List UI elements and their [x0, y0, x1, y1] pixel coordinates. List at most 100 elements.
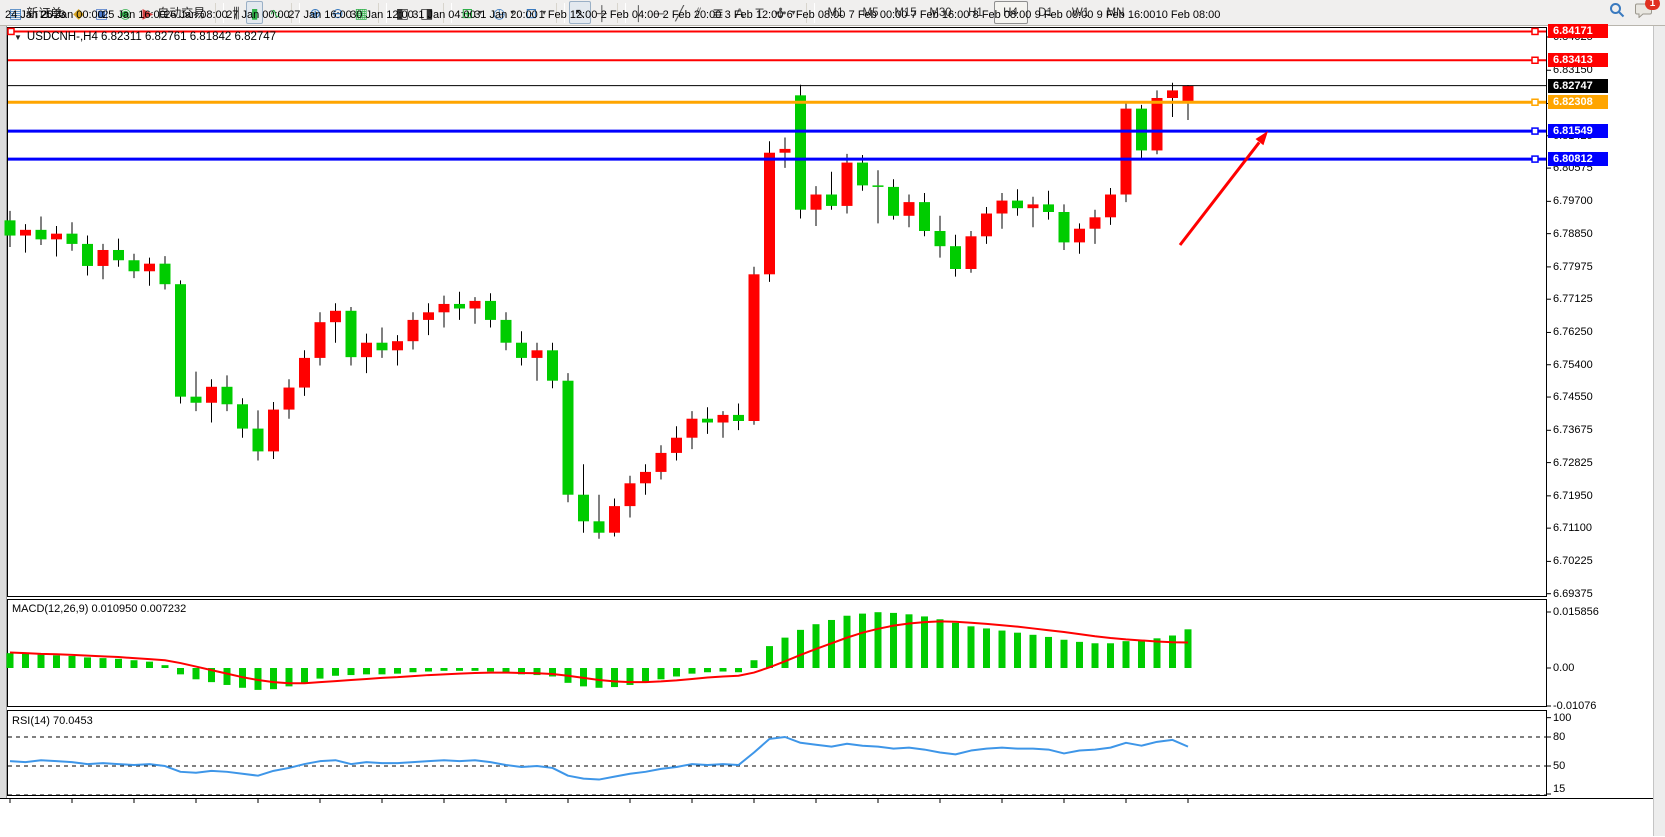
timeframe-m15[interactable]: M15 — [894, 6, 917, 19]
time-axis-label: 9 Feb 00:00 — [1034, 9, 1094, 21]
timeframe-m5[interactable]: M5 — [862, 6, 879, 19]
text-icon: A — [734, 4, 745, 21]
crosshair-icon: ┼ — [596, 4, 607, 21]
arrows-button[interactable]: ✣ ▾ — [770, 1, 801, 24]
line-chart-button[interactable]: ∿ — [264, 1, 286, 24]
trendline-button[interactable]: ╱ — [670, 1, 688, 24]
new-order-button-label: 新订单 — [26, 6, 63, 20]
time-axis-label: 26 Jan 08:00 — [164, 9, 228, 21]
tile-windows-button[interactable]: ▦ — [350, 1, 373, 24]
bar-chart-icon: ⫼ — [233, 4, 240, 21]
timeframe-w1[interactable]: W1 — [1071, 6, 1090, 19]
dropdown-caret-icon: ▾ — [542, 8, 547, 17]
price-level-tag: 6.80812 — [1548, 152, 1608, 167]
time-axis-label: 6 Feb 08:00 — [786, 9, 846, 21]
chart-title[interactable]: ▼ USDCNH-,H4 6.82311 6.82761 6.81842 6.8… — [14, 31, 276, 43]
candlestick-chart-icon: ▮ — [250, 4, 259, 21]
macd-axis-label: -0.01076 — [1553, 700, 1597, 712]
toolbar-separator — [443, 2, 453, 23]
add-indicator-button[interactable]: ⊞ ▾ — [456, 1, 487, 24]
timeframe-h4[interactable]: H4 — [993, 1, 1028, 24]
vertical-line-icon: │ — [634, 4, 644, 21]
add-indicator-icon: ⊞ — [461, 4, 474, 21]
time-axis-label: 8 Feb 08:00 — [972, 9, 1032, 21]
time-axis-label: 9 Feb 16:00 — [1096, 9, 1156, 21]
timeframe-buttons: M1 M5 M15 M30 H1 H4 D1 W1 MN — [819, 1, 1133, 24]
time-axis-label: 25 Jan 00:00 — [40, 9, 104, 21]
timeframe-h1[interactable]: H1 — [968, 6, 983, 19]
bar-chart-button[interactable]: ⫼ — [228, 1, 244, 24]
text-label-button[interactable]: T — [750, 1, 769, 24]
market-watch-icon: ▣ — [95, 4, 109, 21]
chart-shift-button[interactable]: ◨ — [415, 1, 438, 24]
toolbar-buttons: ▤ 新订单 ◆ ▣ ◉ ▶ 自动交易 ⫼ ▮ ∿ ⊕ ⊖ ▦ ◧ ◨ ⊞ ▾ ◷ ▾ ⊡ ▾ ↖ ┼ │ ─ ╱ ⫽ ≣ A T ✣ ▾ — [4, 1, 818, 24]
cursor-button[interactable]: ↖ — [569, 1, 591, 24]
time-axis-label: 2 Feb 20:00 — [662, 9, 722, 21]
template-button[interactable]: ⊡ ▾ — [520, 1, 551, 24]
price-axis[interactable] — [1548, 27, 1652, 796]
time-axis-label: 3 Feb 12:00 — [724, 9, 784, 21]
rsi-axis-label: 100 — [1553, 711, 1572, 724]
period-button[interactable]: ◷ ▾ — [488, 1, 519, 24]
price-axis-label: 6.70225 — [1553, 555, 1593, 568]
new-order-button[interactable]: ▤ 新订单 — [4, 1, 67, 24]
notifications-icon[interactable]: 1 — [1635, 0, 1660, 23]
dropdown-caret-icon: ▾ — [510, 8, 515, 17]
timeframe-mn[interactable]: MN — [1106, 6, 1125, 19]
price-axis-label: 6.72825 — [1553, 456, 1593, 469]
rsi-axis-label: 15 — [1553, 783, 1566, 795]
time-axis[interactable] — [0, 798, 1665, 837]
price-axis-label: 6.69375 — [1553, 587, 1593, 600]
price-axis-label: 6.83150 — [1553, 64, 1593, 77]
auto-scroll-button[interactable]: ◧ — [391, 1, 414, 24]
signals-icon: ◉ — [119, 4, 132, 21]
price-level-tag: 6.84171 — [1548, 24, 1608, 39]
toolbar-separator — [556, 2, 566, 23]
vertical-line-button[interactable]: │ — [630, 1, 649, 24]
template-icon: ⊡ — [525, 4, 538, 21]
auto-trading-icon: ▶ — [142, 4, 154, 21]
panel-splitter[interactable] — [0, 26, 7, 836]
main-chart-panel[interactable] — [7, 27, 1547, 597]
price-axis-label: 6.73675 — [1553, 424, 1593, 437]
timeframe-m1[interactable]: M1 — [827, 6, 844, 19]
price-level-tag: 6.81549 — [1548, 124, 1608, 139]
auto-trading-button[interactable]: ▶ 自动交易 — [137, 1, 210, 24]
time-axis-label: 27 Jan 00:00 — [226, 9, 290, 21]
macd-panel[interactable] — [7, 599, 1547, 707]
crosshair-button[interactable]: ┼ — [592, 1, 612, 24]
current-price-tag: 6.82747 — [1548, 78, 1608, 93]
window-scrollbar — [1653, 26, 1665, 836]
signals-button[interactable]: ◉ — [114, 1, 136, 24]
market-watch-button[interactable]: ▣ — [90, 1, 113, 24]
candlestick-chart-button[interactable]: ▮ — [245, 1, 264, 24]
rsi-panel[interactable] — [7, 710, 1547, 796]
rsi-axis-label: 50 — [1553, 760, 1566, 772]
horizontal-line-button[interactable]: ─ — [650, 1, 670, 24]
text-label-icon: T — [755, 4, 764, 21]
notification-badge: 1 — [1645, 0, 1660, 10]
zoom-in-button[interactable]: ⊕ — [304, 1, 326, 24]
chart-profile-button[interactable]: ◆ — [68, 1, 89, 24]
search-icon[interactable] — [1609, 2, 1625, 23]
horizontal-line-icon: ─ — [654, 4, 665, 21]
dropdown-caret-icon: ▾ — [791, 8, 796, 17]
tile-windows-icon: ▦ — [354, 4, 368, 21]
time-axis-label: 2 Feb 04:00 — [600, 9, 660, 21]
time-axis-label: 31 Jan 04:00 — [412, 9, 476, 21]
zoom-out-button[interactable]: ⊖ — [327, 1, 349, 24]
equidistant-channel-button[interactable]: ⫽ — [690, 1, 706, 24]
chart-shift-icon: ◨ — [420, 4, 434, 21]
zoom-out-icon: ⊖ — [331, 4, 344, 21]
timeframe-m30[interactable]: M30 — [929, 6, 952, 19]
price-axis-label: 6.71950 — [1553, 489, 1593, 502]
arrows-icon: ✣ — [774, 4, 787, 21]
text-button[interactable]: A — [730, 1, 749, 24]
timeframe-d1[interactable]: D1 — [1038, 6, 1053, 19]
toolbar-separator — [291, 2, 301, 23]
price-level-tag: 6.83413 — [1548, 53, 1608, 68]
trendline-icon: ╱ — [675, 4, 684, 21]
line-chart-icon: ∿ — [269, 4, 282, 21]
toolbar-separator — [805, 2, 815, 23]
fibonacci-button[interactable]: ≣ — [707, 1, 729, 24]
